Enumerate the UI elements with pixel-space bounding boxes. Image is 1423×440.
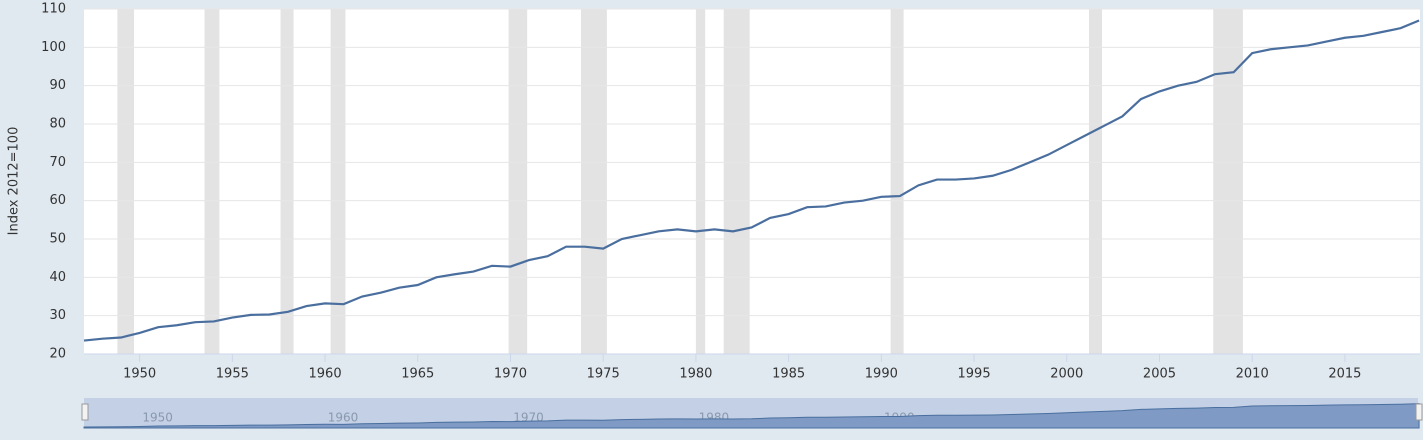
recession-band xyxy=(508,9,528,354)
x-tick-label: 1995 xyxy=(958,367,991,382)
y-tick-label: 60 xyxy=(49,193,66,208)
x-tick-label: 1990 xyxy=(865,367,898,382)
data-line xyxy=(83,19,1420,342)
y-tick-label: 40 xyxy=(49,270,66,285)
y-tick-label: 50 xyxy=(49,232,66,247)
x-tick-label: 1960 xyxy=(309,367,342,382)
y-tick-label: 100 xyxy=(41,40,66,55)
navigator-handle[interactable] xyxy=(81,403,89,421)
recession-band xyxy=(695,9,706,354)
x-tick-label: 1965 xyxy=(401,367,434,382)
y-tick-label: 90 xyxy=(49,78,66,93)
x-tick-label: 1980 xyxy=(679,367,712,382)
y-axis-label: Index 2012=100 xyxy=(7,127,22,236)
recession-band xyxy=(117,9,135,354)
y-tick-label: 20 xyxy=(49,347,66,362)
x-tick-label: 1985 xyxy=(772,367,805,382)
recession-band xyxy=(330,9,346,354)
y-tick-label: 110 xyxy=(41,2,66,17)
navigator-tick-label: 1950 xyxy=(142,411,173,425)
recession-band xyxy=(723,9,750,354)
x-tick-label: 1975 xyxy=(587,367,620,382)
navigator[interactable]: 1950196019701980199020002010 xyxy=(81,398,1423,429)
y-tick-label: 30 xyxy=(49,308,66,323)
navigator-handle[interactable] xyxy=(1415,403,1423,421)
y-tick-label: 80 xyxy=(49,117,66,132)
navigator-area xyxy=(83,403,1420,429)
x-tick-label: 1955 xyxy=(216,367,249,382)
navigator-tick-label: 1960 xyxy=(328,411,359,425)
y-tick-label: 70 xyxy=(49,155,66,170)
x-tick-label: 2005 xyxy=(1143,367,1176,382)
x-tick-label: 2015 xyxy=(1328,367,1361,382)
recession-band xyxy=(1089,9,1102,354)
x-tick-label: 1950 xyxy=(123,367,156,382)
recession-band xyxy=(580,9,607,354)
recession-band xyxy=(890,9,904,354)
x-tick-label: 1970 xyxy=(494,367,527,382)
recession-band xyxy=(280,9,294,354)
recession-band xyxy=(204,9,220,354)
plot-area xyxy=(84,9,1420,354)
x-tick-label: 2000 xyxy=(1050,367,1083,382)
x-tick-label: 2010 xyxy=(1236,367,1269,382)
recession-band xyxy=(1213,9,1243,354)
